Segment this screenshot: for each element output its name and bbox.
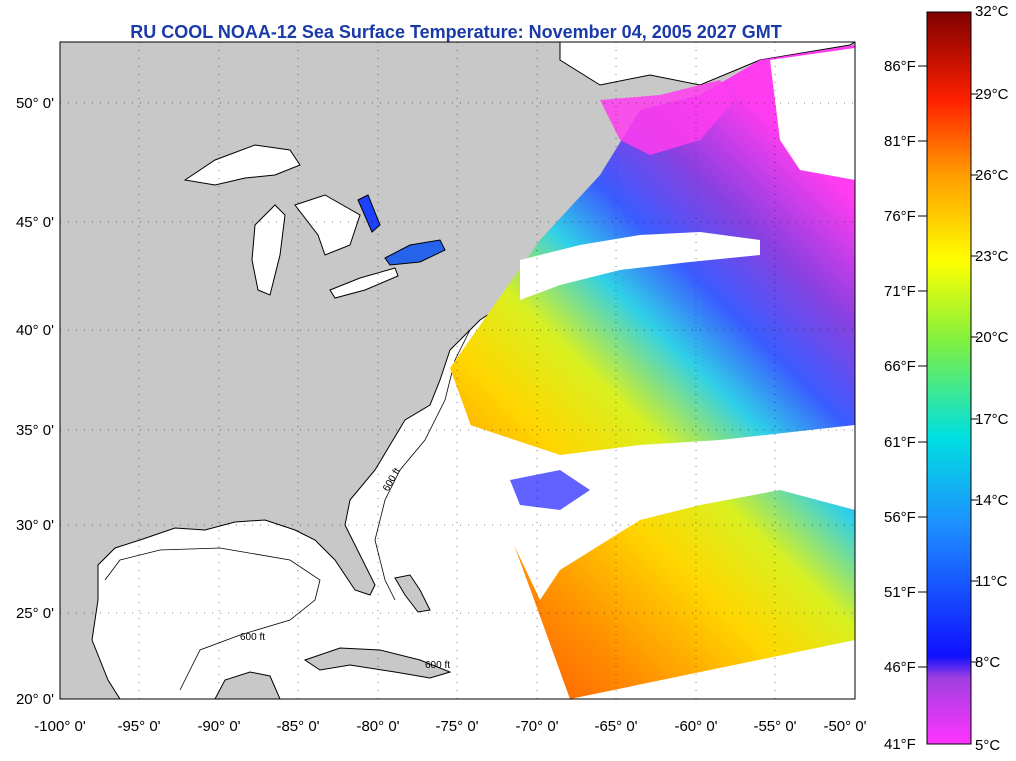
map-title: RU COOL NOAA-12 Sea Surface Temperature:…	[130, 22, 782, 42]
lon-label-100: -100° 0'	[34, 718, 86, 735]
bahamas	[394, 574, 431, 613]
f-label-76: 76°F	[884, 208, 916, 225]
f-label-61: 61°F	[884, 434, 916, 451]
cold-gulf-st-lawrence	[600, 80, 735, 155]
lat-label-25: 25° 0'	[15, 605, 54, 622]
map-frame	[59, 41, 856, 700]
lake-huron	[294, 194, 361, 256]
yucatan	[214, 671, 281, 699]
lat-label-20: 20° 0'	[15, 691, 54, 708]
lat-label-40: 40° 0'	[15, 322, 54, 339]
f-label-46: 46°F	[884, 659, 916, 676]
f-label-86: 86°F	[884, 58, 916, 75]
lake-erie	[329, 267, 399, 299]
lake-michigan	[251, 204, 286, 296]
lat-label-50: 50° 0'	[15, 95, 54, 112]
f-label-71: 71°F	[884, 283, 916, 300]
cloud-mask-north	[520, 232, 760, 300]
lake-strip	[357, 194, 381, 233]
c-label-32: 32°C	[975, 3, 1009, 20]
lon-label-85: -85° 0'	[276, 718, 320, 735]
lon-label-55: -55° 0'	[753, 718, 797, 735]
cuba	[303, 647, 452, 679]
isobath-label-2: 600 ft	[240, 632, 265, 643]
isobath-label-3: 600 ft	[425, 660, 450, 671]
cloud-mask-south	[455, 420, 855, 600]
f-label-51: 51°F	[884, 584, 916, 601]
lon-label-90: -90° 0'	[197, 718, 241, 735]
f-label-56: 56°F	[884, 509, 916, 526]
c-label-23: 23°C	[975, 248, 1009, 265]
lake-ontario	[384, 239, 446, 266]
c-label-26: 26°C	[975, 167, 1009, 184]
isobath-600ft	[374, 329, 471, 601]
c-label-29: 29°C	[975, 86, 1009, 103]
lon-label-80: -80° 0'	[356, 718, 400, 735]
lon-label-95: -95° 0'	[117, 718, 161, 735]
lat-label-35: 35° 0'	[15, 422, 54, 439]
lat-label-45: 45° 0'	[15, 214, 54, 231]
c-label-14: 14°C	[975, 492, 1009, 509]
cold-eddy	[510, 470, 590, 510]
c-label-8: 8°C	[975, 654, 1001, 671]
c-label-17: 17°C	[975, 411, 1009, 428]
c-label-5: 5°C	[975, 737, 1001, 754]
f-label-66: 66°F	[884, 358, 916, 375]
colorbar	[926, 11, 972, 745]
lon-label-70: -70° 0'	[515, 718, 559, 735]
lon-label-60: -60° 0'	[674, 718, 718, 735]
cloud-mask-ne	[770, 48, 855, 180]
lon-label-50: -50° 0'	[823, 718, 867, 735]
lake-superior	[183, 144, 301, 186]
c-label-11: 11°C	[975, 573, 1008, 590]
colorbar-ticks	[918, 65, 978, 668]
c-label-20: 20°C	[975, 329, 1009, 346]
north-america-land	[60, 42, 855, 699]
graticule	[60, 42, 855, 699]
lon-label-65: -65° 0'	[594, 718, 638, 735]
f-label-81: 81°F	[884, 133, 916, 150]
lat-label-30: 30° 0'	[15, 517, 54, 534]
f-label-41: 41°F	[884, 736, 916, 753]
gulf-isobath	[104, 547, 321, 691]
lon-label-75: -75° 0'	[435, 718, 479, 735]
